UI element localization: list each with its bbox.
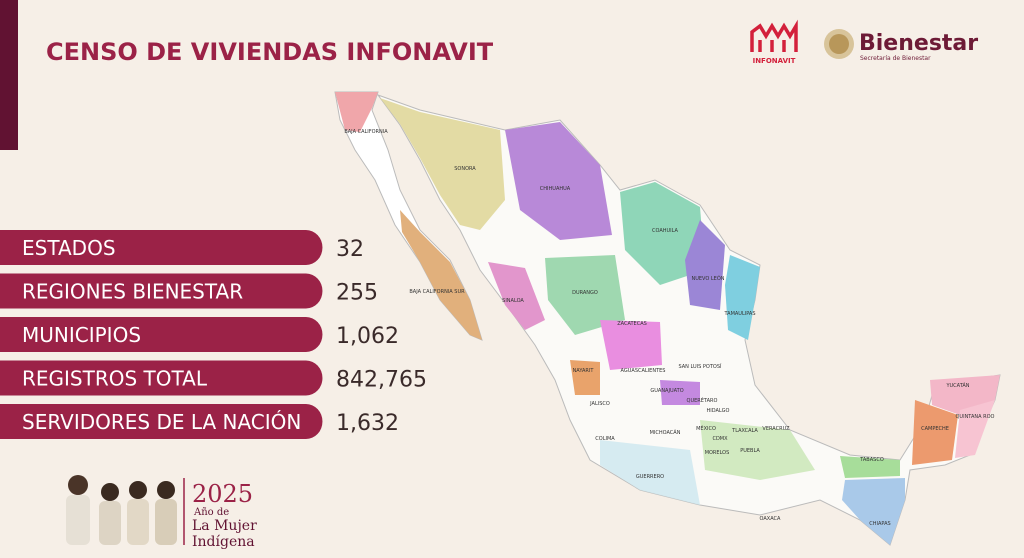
state-label: YUCATÁN <box>945 382 969 389</box>
state-label: QUINTANA ROO <box>956 414 995 420</box>
footer-year: 2025 <box>192 480 253 508</box>
state-label: NUEVO LEÓN <box>691 275 724 282</box>
state-label: COLIMA <box>595 436 615 442</box>
infonavit-logo: INFONAVIT <box>750 19 798 65</box>
stat-bar <box>0 317 323 352</box>
stat-value: 842,765 <box>336 368 427 393</box>
footer-line: Año de <box>193 507 229 518</box>
stat-label: REGISTROS TOTAL <box>22 367 208 391</box>
state-label: CHIAPAS <box>869 521 890 527</box>
map: BAJA CALIFORNIA SONORA CHIHUAHUA COAHUILA NU… <box>334 91 1001 546</box>
illustration <box>66 475 185 545</box>
stat-value: 32 <box>336 237 364 262</box>
bienestar-logo: Bienestar Secretaría de Bienestar <box>824 29 978 62</box>
bienestar-text: Bienestar <box>859 31 978 56</box>
state-label: GUANAJUATO <box>650 388 683 394</box>
stat-label: REGIONES BIENESTAR <box>22 280 243 304</box>
state-label: SINALOA <box>502 298 524 304</box>
state-label: MORELOS <box>705 450 730 456</box>
stat-label: MUNICIPIOS <box>22 323 141 347</box>
state-label: TLAXCALA <box>731 428 758 434</box>
state-label: MICHOACÁN <box>650 429 681 436</box>
title: CENSO DE VIVIENDAS INFONAVIT <box>46 38 494 66</box>
state-label: TABASCO <box>859 457 884 463</box>
state-label: SAN LUIS POTOSÍ <box>678 363 722 370</box>
state-label: MÉXICO <box>696 424 716 432</box>
state-label: JALISCO <box>589 401 610 407</box>
state-label: GUERRERO <box>636 474 664 480</box>
stat-bar <box>0 230 323 265</box>
state-label: SONORA <box>454 166 476 172</box>
stat-value: 1,632 <box>336 411 399 436</box>
stat-label: SERVIDORES DE LA NACIÓN <box>22 410 301 434</box>
state-label: AGUASCALIENTES <box>621 368 666 374</box>
stat-bar <box>0 273 323 309</box>
state-label: COAHUILA <box>652 228 679 234</box>
footer-line: Indígena <box>192 534 255 550</box>
stat-value: 255 <box>336 281 378 306</box>
state-label: BAJA CALIFORNIA <box>344 129 388 135</box>
state-label: NAYARIT <box>573 368 595 374</box>
state-label: OAXACA <box>760 516 782 522</box>
stat-bar <box>0 360 323 396</box>
state-label: HIDALGO <box>706 408 729 414</box>
state-label: TAMAULIPAS <box>723 311 755 317</box>
state-label: VERACRUZ <box>762 426 790 432</box>
stat-bar <box>0 404 323 439</box>
state-label: DURANGO <box>572 290 598 296</box>
state-label: QUERÉTARO <box>687 396 718 404</box>
state-label: CAMPECHE <box>921 426 949 432</box>
state-label: ZACATECAS <box>617 321 647 327</box>
stat-value: 1,062 <box>336 324 399 349</box>
state-label: CDMX <box>712 436 728 442</box>
state-label: PUEBLA <box>740 448 760 454</box>
stat-label: ESTADOS <box>22 236 116 260</box>
state-label: CHIHUAHUA <box>540 186 571 192</box>
infonavit-text: INFONAVIT <box>753 57 796 65</box>
state-label: BAJA CALIFORNIA SUR <box>409 289 465 295</box>
accent-bar <box>0 0 18 150</box>
bienestar-sub: Secretaría de Bienestar <box>860 55 931 62</box>
footer-line: La Mujer <box>192 518 257 534</box>
